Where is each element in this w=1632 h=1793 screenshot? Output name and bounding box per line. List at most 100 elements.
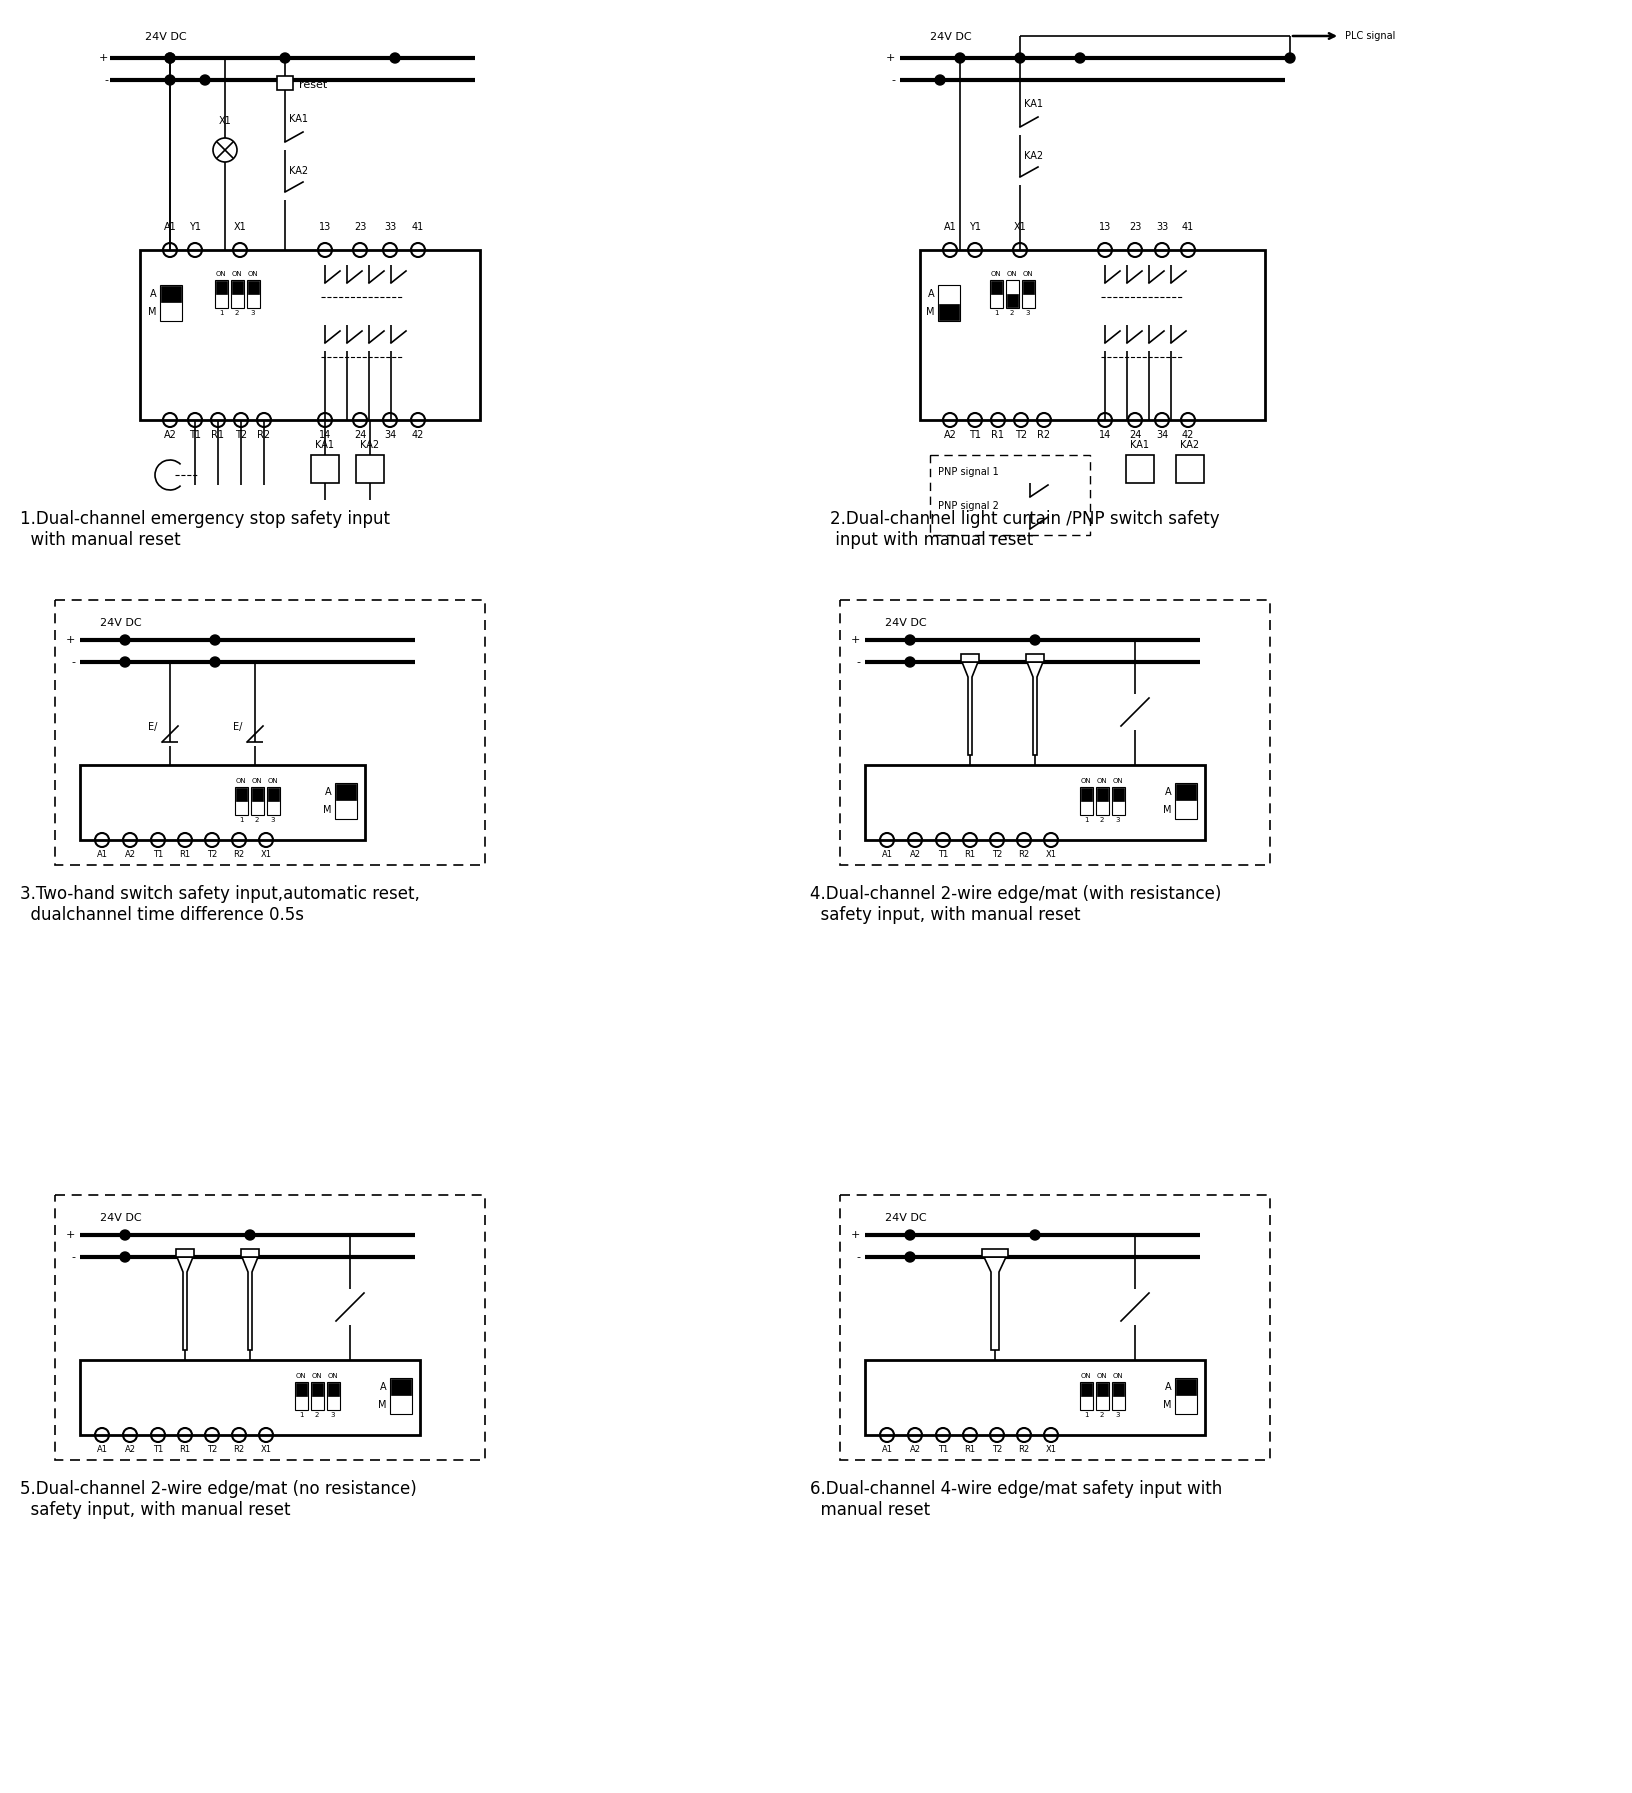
Text: T1: T1: [968, 430, 981, 439]
Text: R2: R2: [1036, 430, 1049, 439]
Bar: [356, 455, 384, 482]
Text: ON: ON: [295, 1373, 307, 1379]
Text: A2: A2: [163, 430, 176, 439]
Bar: [232, 282, 243, 294]
Text: 13: 13: [1098, 222, 1110, 231]
Text: M: M: [1162, 1400, 1172, 1409]
Text: M: M: [323, 805, 331, 816]
Bar: [390, 1379, 411, 1395]
Bar: [960, 654, 979, 662]
Bar: [1175, 784, 1196, 819]
Bar: [1113, 787, 1123, 801]
Bar: [248, 282, 259, 294]
Text: 5.Dual-channel 2-wire edge/mat (no resistance)
  safety input, with manual reset: 5.Dual-channel 2-wire edge/mat (no resis…: [20, 1479, 416, 1519]
Text: A1: A1: [96, 850, 108, 859]
Circle shape: [904, 635, 914, 645]
Circle shape: [211, 656, 220, 667]
Text: X1: X1: [1044, 1445, 1056, 1454]
Circle shape: [165, 54, 175, 63]
Bar: [981, 1250, 1007, 1257]
Bar: [310, 455, 339, 482]
Polygon shape: [242, 1257, 258, 1350]
Bar: [1175, 1379, 1195, 1395]
Text: A: A: [380, 1382, 387, 1391]
Bar: [215, 282, 227, 294]
Text: -: -: [855, 1252, 860, 1262]
Text: 33: 33: [384, 222, 397, 231]
Text: 2: 2: [1098, 1413, 1103, 1418]
Text: +: +: [850, 635, 860, 645]
Text: 1: 1: [238, 818, 243, 823]
Circle shape: [119, 1252, 131, 1262]
Circle shape: [1284, 54, 1294, 63]
Text: 2: 2: [315, 1413, 318, 1418]
Text: 1.Dual-channel emergency stop safety input
  with manual reset: 1.Dual-channel emergency stop safety inp…: [20, 509, 390, 549]
Text: 1: 1: [1084, 818, 1087, 823]
Text: ON: ON: [1111, 1373, 1123, 1379]
Text: -: -: [70, 1252, 75, 1262]
Text: ON: ON: [235, 778, 246, 784]
Text: ON: ON: [312, 1373, 322, 1379]
Bar: [919, 249, 1265, 420]
Text: 34: 34: [384, 430, 397, 439]
Text: KA2: KA2: [361, 439, 379, 450]
Text: ON: ON: [1111, 778, 1123, 784]
Bar: [991, 282, 1002, 294]
Text: 6.Dual-channel 4-wire edge/mat safety input with
  manual reset: 6.Dual-channel 4-wire edge/mat safety in…: [809, 1479, 1221, 1519]
Text: X1: X1: [1013, 222, 1027, 231]
Text: 23: 23: [1128, 222, 1141, 231]
Text: A1: A1: [881, 850, 893, 859]
Circle shape: [211, 635, 220, 645]
Text: E/: E/: [149, 723, 157, 732]
Text: 3: 3: [1115, 1413, 1120, 1418]
Text: KA1: KA1: [315, 439, 335, 450]
Circle shape: [245, 1230, 255, 1241]
Text: M: M: [379, 1400, 387, 1409]
Text: 24V DC: 24V DC: [885, 1214, 925, 1223]
Circle shape: [1074, 54, 1084, 63]
Text: R1: R1: [991, 430, 1004, 439]
Bar: [295, 1382, 307, 1395]
Bar: [326, 1382, 339, 1409]
Text: ON: ON: [1097, 1373, 1106, 1379]
Text: KA2: KA2: [1180, 439, 1200, 450]
Text: ON: ON: [1080, 1373, 1090, 1379]
Bar: [865, 1361, 1204, 1434]
Text: PNP signal 1: PNP signal 1: [937, 466, 999, 477]
Text: Y1: Y1: [189, 222, 201, 231]
Bar: [390, 1379, 411, 1415]
Circle shape: [904, 1252, 914, 1262]
Text: -: -: [855, 656, 860, 667]
Text: PNP signal 2: PNP signal 2: [937, 500, 999, 511]
Circle shape: [1030, 1230, 1040, 1241]
Text: T2: T2: [207, 850, 217, 859]
Bar: [251, 787, 264, 816]
Bar: [295, 1382, 308, 1409]
Bar: [839, 601, 1270, 864]
Text: 42: 42: [411, 430, 424, 439]
Bar: [335, 784, 357, 819]
Text: A2: A2: [943, 430, 956, 439]
Bar: [1007, 294, 1017, 307]
Text: ON: ON: [991, 271, 1000, 276]
Circle shape: [119, 656, 131, 667]
Text: +: +: [885, 54, 894, 63]
Bar: [310, 1382, 323, 1409]
Bar: [251, 787, 263, 801]
Bar: [55, 1194, 485, 1460]
Text: +: +: [98, 54, 108, 63]
Circle shape: [119, 1230, 131, 1241]
Text: R2: R2: [1018, 1445, 1028, 1454]
Text: +: +: [65, 1230, 75, 1241]
Bar: [215, 280, 228, 308]
Text: T2: T2: [207, 1445, 217, 1454]
Bar: [1080, 1382, 1092, 1395]
Bar: [277, 75, 292, 90]
Text: ON: ON: [1080, 778, 1090, 784]
Text: A: A: [150, 289, 157, 299]
Text: E/: E/: [233, 723, 242, 732]
Bar: [268, 787, 279, 801]
Bar: [237, 787, 246, 801]
Bar: [268, 787, 279, 816]
Text: 1: 1: [299, 1413, 304, 1418]
